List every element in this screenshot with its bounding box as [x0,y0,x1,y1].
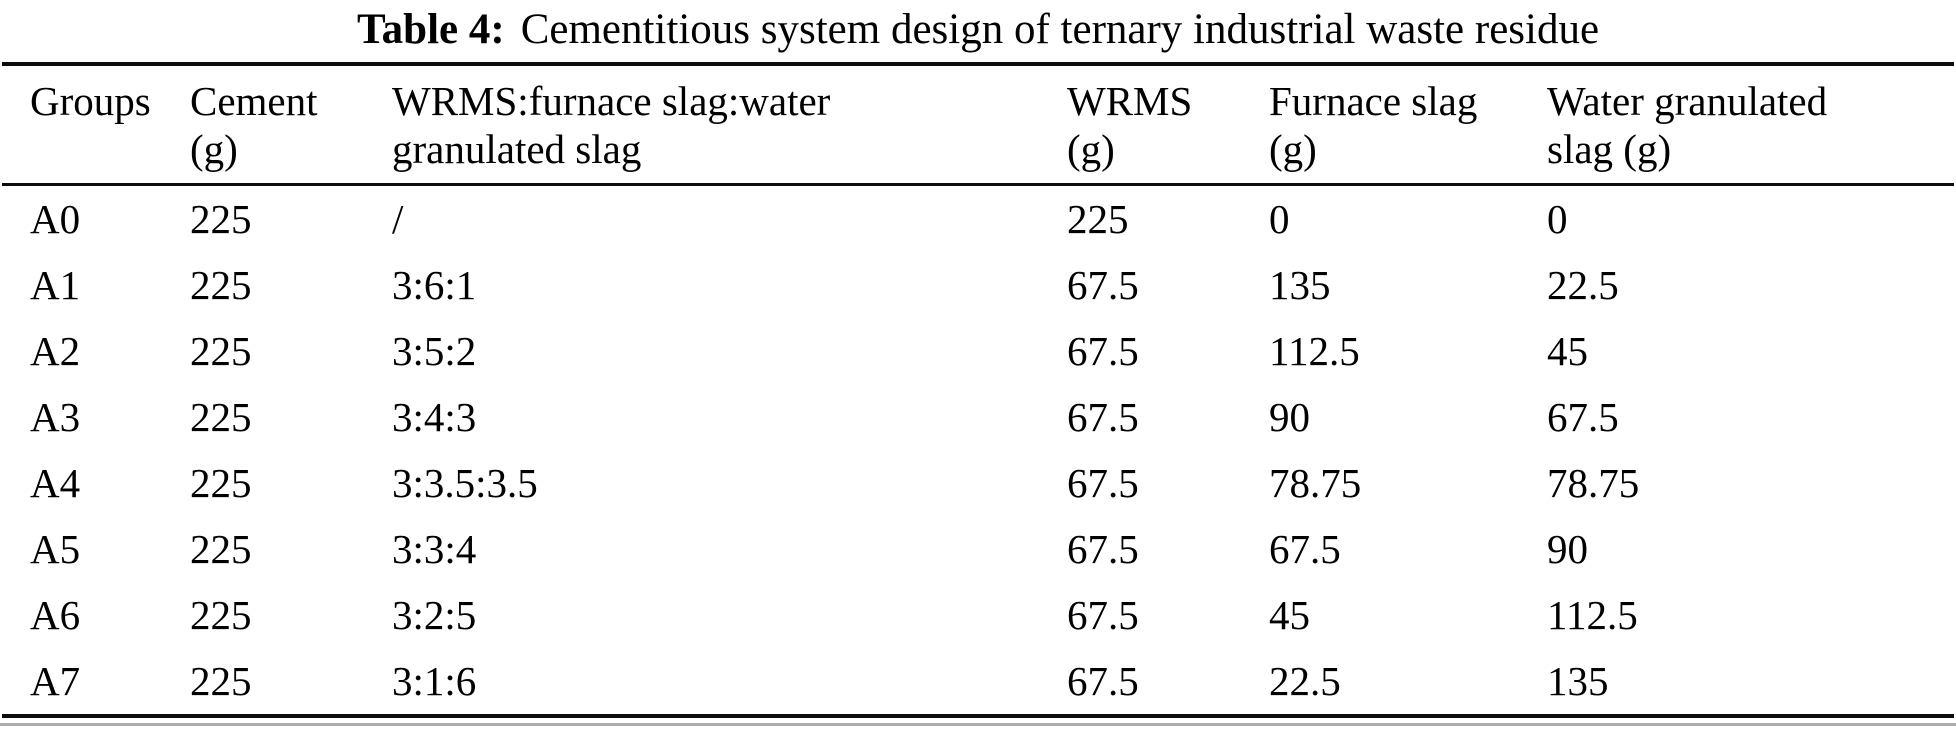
table-cell: 225 [190,526,252,572]
column-header-line: granulated slag [392,126,642,172]
table-cell: A2 [30,328,81,374]
table-cell: 0 [1269,196,1290,242]
table-cell: A4 [30,460,81,506]
table-cell: 3:1:6 [392,658,477,704]
table-caption-label: Table 4: [356,6,505,53]
table-row: A5 225 3:3:4 67.5 67.5 90 [2,516,1954,582]
column-header-groups: Groups [2,64,162,185]
table-cell: 67.5 [1067,592,1139,638]
table-cell: 22.5 [1547,262,1619,308]
column-header-wrms: WRMS (g) [1039,64,1241,185]
table-cell: 90 [1269,394,1310,440]
table-cell: 78.75 [1547,460,1640,506]
table-cell: 67.5 [1067,394,1139,440]
table-cell: A5 [30,526,81,572]
table-cell: 22.5 [1269,658,1341,704]
table-cell: 225 [190,196,252,242]
cementitious-design-table: Groups Cement (g) WRMS:furnace slag:wate… [2,62,1954,718]
table-cell: A7 [30,658,81,704]
table-cell: 67.5 [1547,394,1619,440]
table-cell: A0 [30,196,81,242]
table-cell: 225 [190,328,252,374]
table-cell: 90 [1547,526,1588,572]
table-row: A2 225 3:5:2 67.5 112.5 45 [2,318,1954,384]
table-cell: 67.5 [1067,460,1139,506]
column-header-ratio: WRMS:furnace slag:water granulated slag [364,64,1039,185]
table-row: A4 225 3:3.5:3.5 67.5 78.75 78.75 [2,450,1954,516]
column-header-line: WRMS [1067,78,1193,124]
bottom-edge-rule [0,723,1956,726]
column-header-line: Groups [30,78,151,124]
column-header-line: WRMS:furnace slag:water [392,78,831,124]
column-header-line: (g) [190,126,238,172]
table-cell: 67.5 [1067,328,1139,374]
table-cell: A3 [30,394,81,440]
table-cell: 225 [190,262,252,308]
table-cell: 225 [190,592,252,638]
header-row: Groups Cement (g) WRMS:furnace slag:wate… [2,64,1954,185]
table-cell: 0 [1547,196,1568,242]
table-cell: 45 [1547,328,1588,374]
table-cell: 3:3.5:3.5 [392,460,538,506]
table-cell: / [392,196,404,242]
table-cell: 3:3:4 [392,526,477,572]
table-cell: A1 [30,262,81,308]
table-cell: 225 [190,658,252,704]
table-row: A6 225 3:2:5 67.5 45 112.5 [2,582,1954,648]
column-header-line: (g) [1067,126,1115,172]
table-caption: Table 4: Cementitious system design of te… [0,0,1956,62]
table-cell: 3:4:3 [392,394,477,440]
column-header-line: slag (g) [1547,126,1672,172]
table-row: A1 225 3:6:1 67.5 135 22.5 [2,252,1954,318]
column-header-cement: Cement (g) [162,64,364,185]
column-header-furnace-slag: Furnace slag (g) [1241,64,1519,185]
table-cell: 112.5 [1547,592,1638,638]
table-cell: 3:5:2 [392,328,477,374]
column-header-line: (g) [1269,126,1317,172]
table-cell: 67.5 [1067,262,1139,308]
table-cell: 135 [1547,658,1609,704]
column-header-line: Cement [190,78,318,124]
table-row: A7 225 3:1:6 67.5 22.5 135 [2,648,1954,716]
table-cell: 3:2:5 [392,592,477,638]
table-cell: 135 [1269,262,1331,308]
column-header-line: Furnace slag [1269,78,1478,124]
column-header-water-granulated-slag: Water granulated slag (g) [1519,64,1954,185]
table-cell: 225 [190,394,252,440]
table-cell: 3:6:1 [392,262,477,308]
table-cell: 45 [1269,592,1310,638]
table-cell: 67.5 [1067,526,1139,572]
table-cell: 112.5 [1269,328,1360,374]
table-caption-text: Cementitious system design of ternary in… [520,6,1600,53]
table-cell: A6 [30,592,81,638]
table-header: Groups Cement (g) WRMS:furnace slag:wate… [2,64,1954,185]
table-row: A0 225 / 225 0 0 [2,185,1954,253]
table-body: A0 225 / 225 0 0 A1 225 3:6:1 67.5 135 22.5 A2 225 3:5… [2,185,1954,716]
table-cell: 78.75 [1269,460,1362,506]
table-cell: 225 [1067,196,1129,242]
table-cell: 67.5 [1067,658,1139,704]
table-cell: 67.5 [1269,526,1341,572]
column-header-line: Water granulated [1547,78,1828,124]
table-cell: 225 [190,460,252,506]
table-row: A3 225 3:4:3 67.5 90 67.5 [2,384,1954,450]
